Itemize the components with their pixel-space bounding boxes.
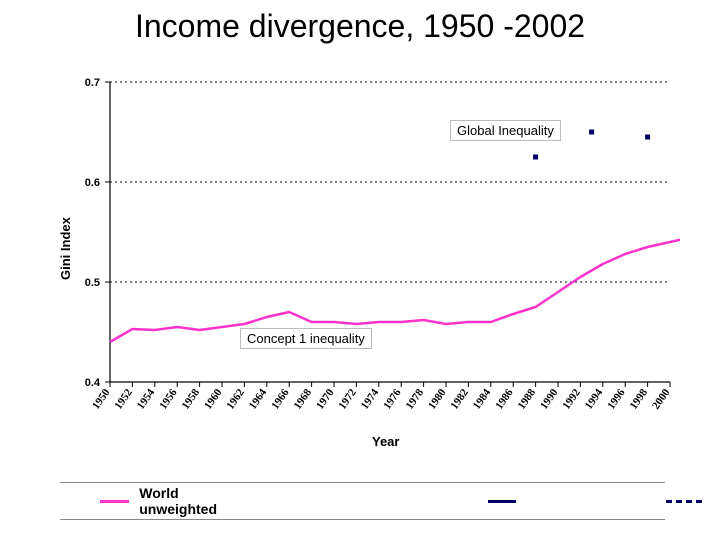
- svg-text:1990: 1990: [538, 386, 561, 411]
- svg-text:1956: 1956: [157, 386, 180, 411]
- svg-text:0.5: 0.5: [85, 277, 100, 289]
- svg-text:1982: 1982: [448, 386, 471, 411]
- svg-text:1968: 1968: [292, 386, 315, 411]
- svg-text:1994: 1994: [583, 386, 606, 411]
- svg-text:1992: 1992: [560, 386, 583, 411]
- svg-text:1954: 1954: [135, 386, 158, 411]
- annotation-global-inequality: Global Inequality: [450, 120, 561, 141]
- svg-text:1986: 1986: [493, 386, 516, 411]
- svg-text:1960: 1960: [202, 386, 225, 411]
- annotation-concept1: Concept 1 inequality: [240, 328, 372, 349]
- svg-text:1970: 1970: [314, 386, 337, 411]
- svg-text:1974: 1974: [359, 386, 382, 411]
- svg-text:1966: 1966: [269, 386, 292, 411]
- svg-text:1962: 1962: [224, 386, 247, 411]
- chart-area: Gini Index 0.40.50.60.719501952195419561…: [40, 70, 680, 450]
- svg-text:1952: 1952: [112, 386, 135, 411]
- svg-text:0.4: 0.4: [85, 377, 101, 389]
- svg-text:0.6: 0.6: [85, 177, 100, 189]
- svg-text:1950: 1950: [90, 386, 113, 411]
- legend-swatch: [666, 500, 702, 503]
- legend: World unweighted: [60, 482, 665, 520]
- svg-text:1976: 1976: [381, 386, 404, 411]
- svg-text:1964: 1964: [247, 386, 270, 411]
- legend-item: [488, 500, 526, 503]
- svg-text:1980: 1980: [426, 386, 449, 411]
- legend-swatch: [100, 500, 129, 503]
- svg-text:1978: 1978: [404, 386, 427, 411]
- svg-text:0.7: 0.7: [85, 77, 100, 89]
- slide: Income divergence, 1950 -2002 Gini Index…: [0, 0, 720, 540]
- legend-item: World unweighted: [100, 485, 228, 517]
- svg-text:1996: 1996: [605, 386, 628, 411]
- legend-label: World unweighted: [139, 485, 228, 517]
- legend-swatch: [488, 500, 516, 503]
- svg-text:1998: 1998: [628, 386, 651, 411]
- y-axis-label: Gini Index: [58, 217, 73, 280]
- svg-text:1972: 1972: [336, 386, 359, 411]
- svg-text:1988: 1988: [516, 386, 539, 411]
- x-axis-label: Year: [372, 434, 399, 449]
- svg-text:1984: 1984: [471, 386, 494, 411]
- chart-svg: 0.4 0.5 0.6 0.7 1950195219541956195819601962…: [40, 70, 680, 450]
- svg-text:2000: 2000: [650, 386, 673, 411]
- legend-item: [666, 500, 712, 503]
- slide-title: Income divergence, 1950 -2002: [0, 8, 720, 45]
- svg-text:1958: 1958: [180, 386, 203, 411]
